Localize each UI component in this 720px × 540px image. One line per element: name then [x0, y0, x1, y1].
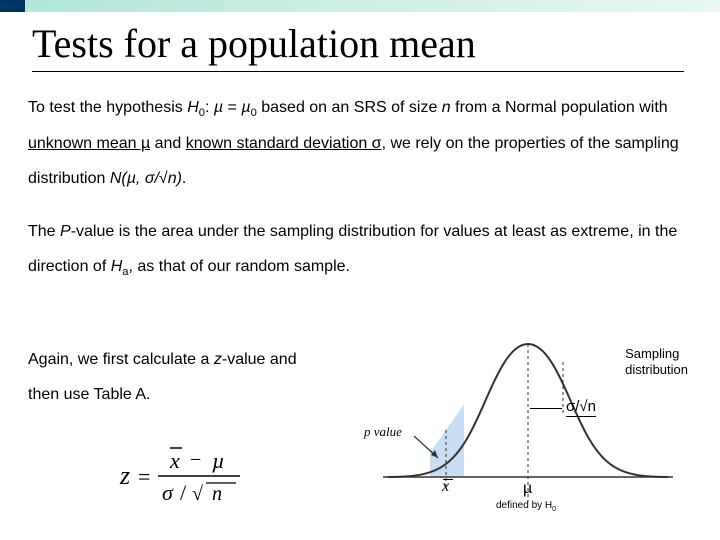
p2-Ha-H: H [111, 258, 123, 275]
sampling-l1: Sampling [625, 346, 679, 361]
formula-slash: / [180, 480, 187, 505]
bar-accent-left [0, 0, 25, 12]
p2-a: The [28, 223, 60, 240]
p1-text-f: and [150, 135, 186, 152]
pvalue-shade [430, 404, 464, 477]
p1-eq: = [223, 99, 241, 116]
formula-minus: − [190, 449, 201, 471]
formula-eq: = [138, 464, 150, 489]
p1-text-e: from a Normal population with [451, 99, 668, 116]
p1-text-a: To test the hypothesis [28, 99, 187, 116]
paragraph-1: To test the hypothesis H0: µ = µ0 based … [28, 90, 692, 196]
z-formula: z = x − µ σ / √ n [118, 442, 258, 517]
p1-n: n [442, 99, 451, 116]
formula-n: n [212, 483, 222, 505]
pvalue-text: p value [364, 424, 402, 440]
p1-mu: µ [214, 99, 223, 116]
p1-mu0: µ [241, 99, 250, 116]
header-bar [0, 0, 720, 12]
p1-under2: known standard deviation σ [186, 135, 382, 152]
p3-a: Again, we first calculate a [28, 351, 214, 368]
mu-label: µ [523, 480, 532, 498]
formula-mu: µ [212, 448, 225, 473]
formula-svg: z = x − µ σ / √ n [118, 442, 258, 512]
mu-defined-sub: 0 [552, 506, 556, 513]
formula-z: z [119, 461, 130, 490]
formula-xbar: x [169, 448, 180, 473]
p2-c: , as that of our random sample. [129, 258, 350, 275]
paragraph-2: The P-value is the area under the sampli… [28, 214, 692, 285]
paragraph-3: Again, we first calculate a z-value and … [28, 342, 318, 412]
formula-sigma: σ [162, 480, 174, 505]
distribution-diagram: Sampling distribution σ/√n µ defined by … [338, 332, 698, 532]
p1-dist: N(µ, σ/√n) [110, 170, 182, 187]
formula-sqrt: √ [192, 483, 203, 505]
bar-gradient [25, 0, 720, 12]
xbar-label: x [442, 478, 449, 496]
sampling-l2: distribution [625, 362, 688, 377]
slide-title: Tests for a population mean [32, 20, 684, 72]
mu-defined-text: defined by H [496, 500, 552, 511]
sampling-label: Sampling distribution [625, 346, 688, 377]
mu-defined: defined by H0 [496, 500, 556, 513]
sigma-hline [530, 408, 562, 409]
p2-P: P [60, 223, 71, 240]
p3-z: z [214, 351, 222, 368]
p1-H0-H: H [187, 99, 199, 116]
p1-under1: unknown mean µ [28, 135, 150, 152]
sigma-label: σ/√n [566, 398, 596, 417]
p1-text-d: based on an SRS of size [257, 99, 442, 116]
lower-section: Again, we first calculate a z-value and … [28, 342, 696, 532]
p1-text-h: . [182, 170, 186, 187]
p1-colon: : [205, 99, 214, 116]
